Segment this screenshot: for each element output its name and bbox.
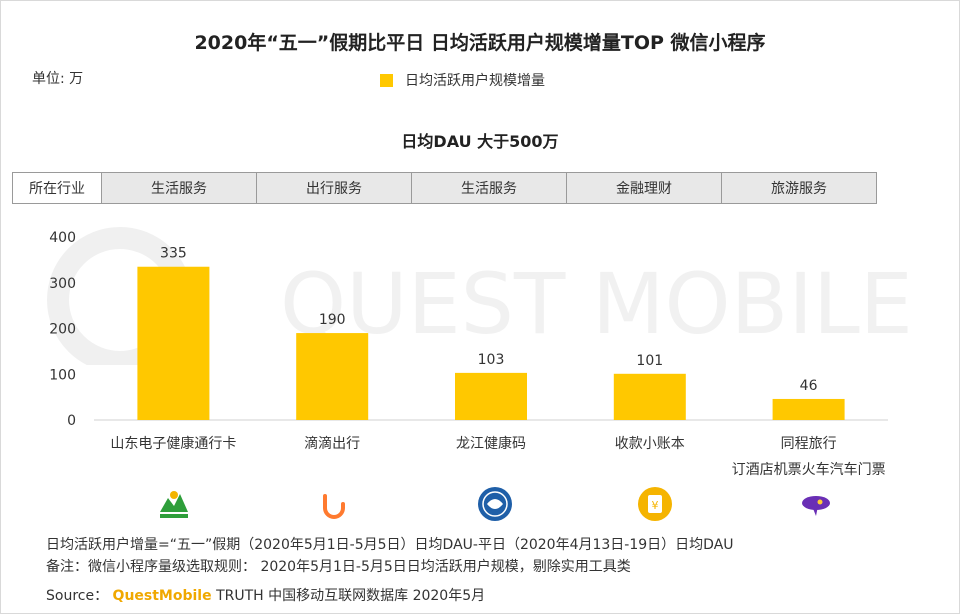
x-tick-sublabel: 订酒店机票火车汽车门票 <box>732 461 886 478</box>
y-tick-label: 300 <box>49 276 76 292</box>
footnote-definition: 日均活跃用户增量=“五一”假期（2020年5月1日-5月5日）日均DAU-平日（… <box>46 537 734 553</box>
tongcheng-travel-icon <box>802 496 830 516</box>
x-tick-label: 山东电子健康通行卡 <box>110 435 236 452</box>
y-tick-label: 400 <box>49 230 76 246</box>
footnote-remark: 备注：微信小程序量级选取规则： 2020年5月1日-5月5日日均活跃用户规模，剔… <box>46 559 631 575</box>
data-label: 190 <box>319 312 346 328</box>
svg-text:¥: ¥ <box>652 499 659 512</box>
chart-subtitle: 日均DAU 大于500万 <box>401 132 559 151</box>
industry-row: 所在行业 生活服务 出行服务 生活服务 金融理财 旅游服务 <box>12 172 877 204</box>
y-tick-label: 100 <box>49 367 76 383</box>
industry-cell-4: 金融理财 <box>567 172 722 204</box>
source-brand: QuestMobile <box>112 588 212 604</box>
data-label: 101 <box>636 353 663 369</box>
didi-icon <box>323 494 345 519</box>
bar <box>613 373 686 420</box>
y-tick-label: 200 <box>49 322 76 338</box>
bar <box>296 333 369 420</box>
x-tick-label: 滴滴出行 <box>304 435 360 452</box>
legend-swatch <box>380 73 393 87</box>
y-tick-label: 0 <box>67 413 76 429</box>
industry-cell-3: 生活服务 <box>412 172 567 204</box>
data-label: 46 <box>800 378 818 394</box>
longjiang-health-code-icon <box>478 487 512 521</box>
bar <box>772 398 845 420</box>
industry-cell-2: 出行服务 <box>257 172 412 204</box>
x-tick-label: 收款小账本 <box>615 436 685 452</box>
data-label: 335 <box>160 246 187 262</box>
data-label: 103 <box>478 352 505 368</box>
x-tick-label: 龙江健康码 <box>456 435 526 452</box>
industry-cell-1: 生活服务 <box>102 172 257 204</box>
collection-ledger-icon: ¥ <box>638 487 672 521</box>
source-rest: TRUTH 中国移动互联网数据库 2020年5月 <box>216 588 486 604</box>
source-line: Source： QuestMobile TRUTH 中国移动互联网数据库 202… <box>46 585 485 605</box>
source-prefix: Source： <box>46 588 109 604</box>
shandong-health-pass-icon <box>160 491 188 518</box>
x-tick-label: 同程旅行 <box>781 436 837 452</box>
unit-label: 单位: 万 <box>32 71 84 87</box>
industry-header: 所在行业 <box>12 172 102 204</box>
legend: 日均活跃用户规模增量 <box>380 70 545 90</box>
bar <box>455 372 527 420</box>
industry-cell-5: 旅游服务 <box>722 172 877 204</box>
bar <box>137 266 210 420</box>
legend-label: 日均活跃用户规模增量 <box>405 73 545 89</box>
chart-title: 2020年“五一”假期比平日 日均活跃用户规模增量TOP 微信小程序 <box>194 32 766 54</box>
